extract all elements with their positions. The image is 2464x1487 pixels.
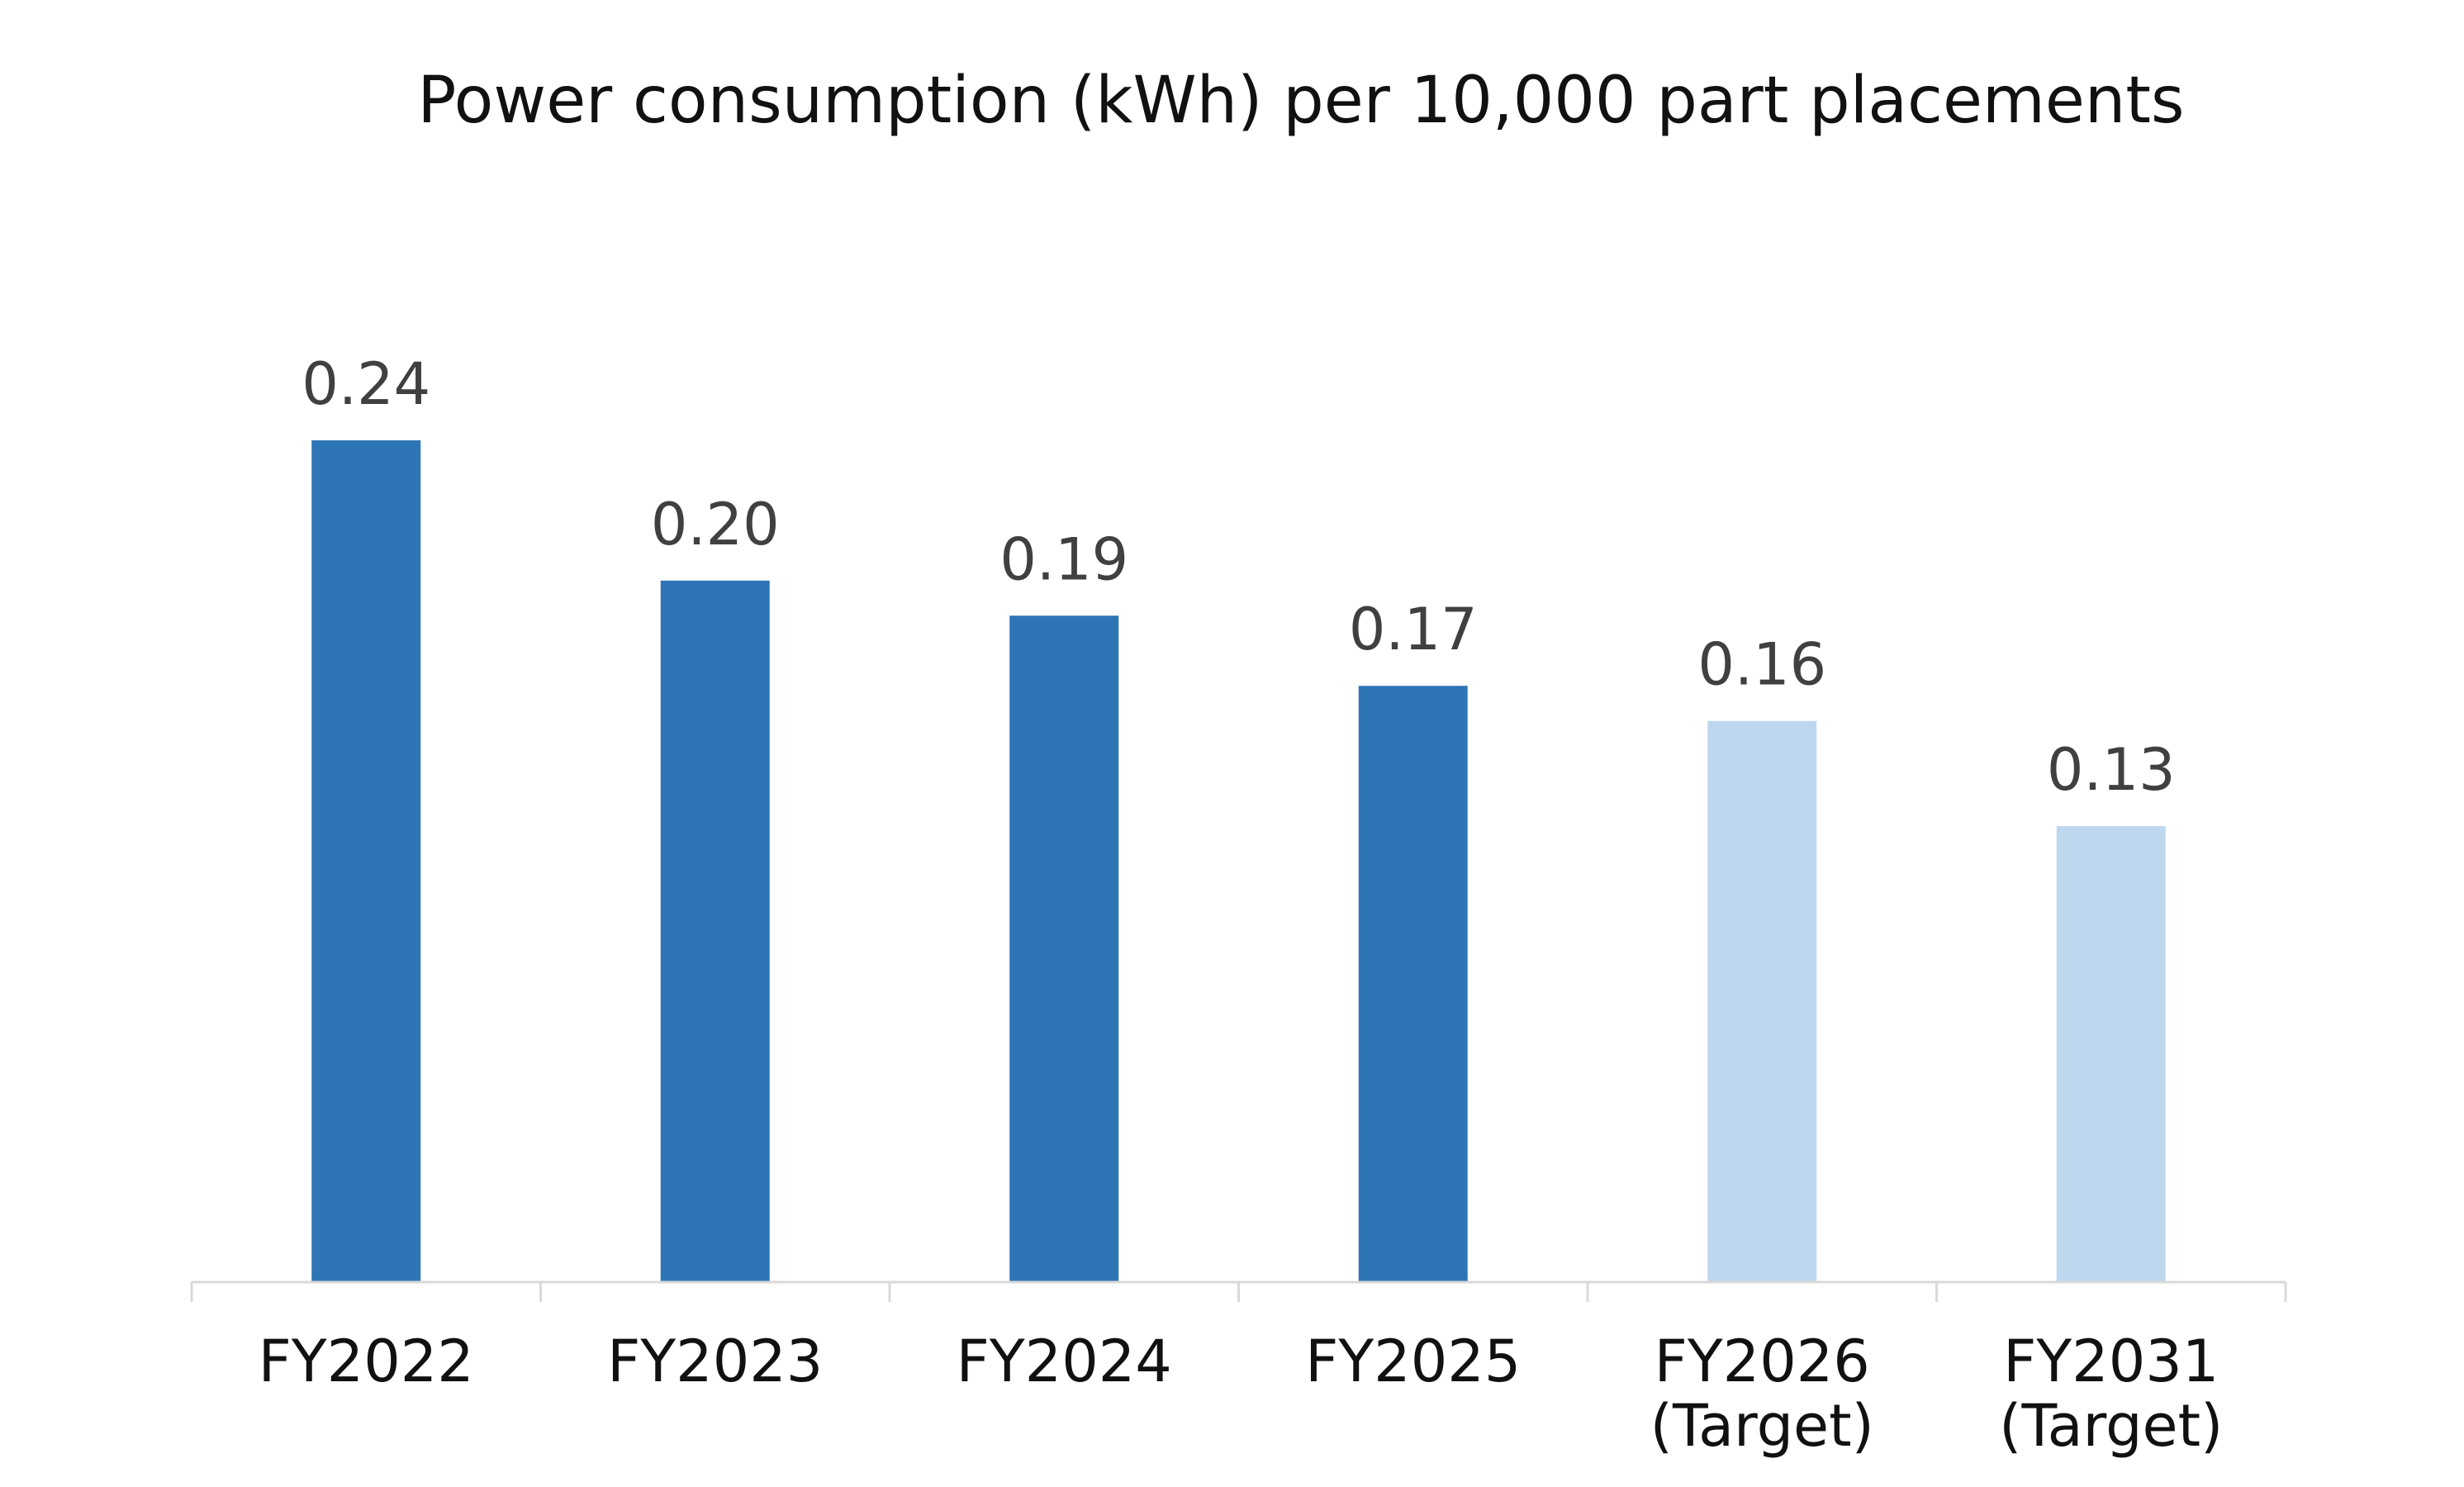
x-tick-label: FY2024 <box>957 1328 1172 1395</box>
x-tick-sublabel: (Target) <box>1650 1392 1874 1460</box>
bar-fy2023 <box>660 580 770 1282</box>
bars-group <box>311 440 2166 1282</box>
x-axis <box>190 1280 2287 1302</box>
bar-fy2024 <box>1009 615 1119 1282</box>
data-label: 0.19 <box>999 525 1128 593</box>
x-tick-label: FY2031 <box>2003 1328 2219 1395</box>
data-label: 0.24 <box>301 350 430 418</box>
x-tick-labels-group: FY2022 FY2023 FY2024 FY2025 FY2026(Target)FY… <box>259 1328 2224 1460</box>
x-tick-label: FY2022 <box>259 1328 474 1395</box>
data-label: 0.20 <box>651 491 780 558</box>
chart-title: Power consumption (kWh) per 10,000 part … <box>417 64 2184 138</box>
x-tick-label: FY2025 <box>1305 1328 1521 1395</box>
data-label: 0.17 <box>1349 596 1478 663</box>
x-tick-label: FY2026 <box>1655 1328 1870 1395</box>
data-label: 0.16 <box>1697 631 1826 699</box>
bar-fy2022 <box>311 440 421 1282</box>
x-tick-label: FY2023 <box>607 1328 823 1395</box>
bar-fy2026 <box>1707 720 1817 1282</box>
bar-fy2031 <box>2056 826 2166 1282</box>
data-label: 0.13 <box>2047 736 2176 804</box>
bar-fy2025 <box>1358 686 1468 1282</box>
data-labels-group: 0.24 0.20 0.19 0.17 0.16 0.13 <box>301 350 2175 804</box>
x-tick-sublabel: (Target) <box>1999 1392 2223 1460</box>
